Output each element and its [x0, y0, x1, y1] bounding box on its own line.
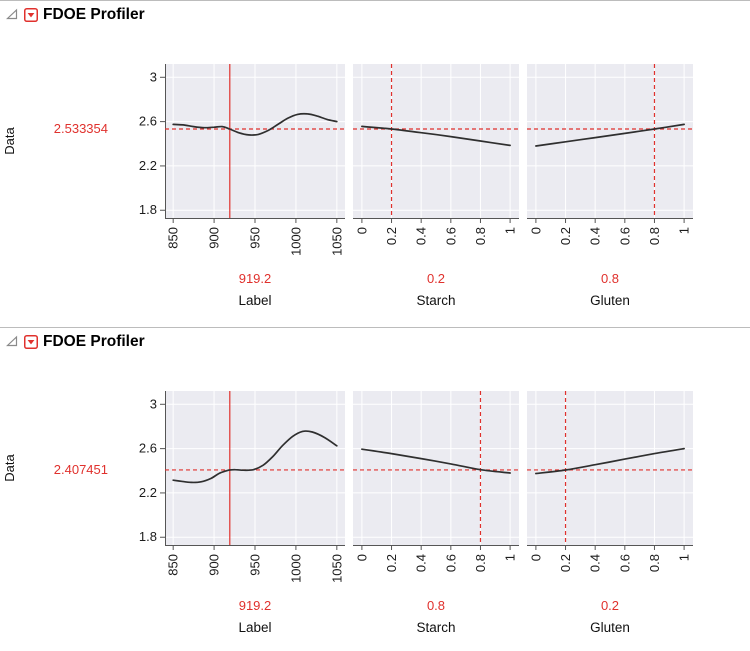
- profiler-chart-area: 1.8 2.2 2.6 3 Data 2.407451 850 900 950 1000 1050 9…: [0, 355, 750, 651]
- factor-current-value: 0.8: [427, 598, 445, 613]
- x-tick-label: 0.4: [414, 554, 429, 572]
- profile-curve: [361, 125, 511, 147]
- x-tick-label: 900: [207, 554, 222, 576]
- x-tick-label: 1: [677, 554, 692, 561]
- y-axis-title: Data: [2, 454, 17, 482]
- x-tick-label: 0.6: [617, 554, 632, 572]
- y-tick-label: 2.6: [139, 441, 157, 456]
- red-triangle-menu-icon[interactable]: [24, 334, 38, 349]
- x-tick-label: 0: [354, 554, 369, 561]
- x-tick-label: 1050: [329, 554, 344, 583]
- x-tick-label: 0.6: [617, 227, 632, 245]
- plot-area: [527, 64, 693, 218]
- x-tick-label: 0.2: [384, 227, 399, 245]
- factor-current-value: 919.2: [239, 598, 272, 613]
- predicted-value: 2.533354: [54, 121, 108, 136]
- x-tick-label: 1: [503, 554, 518, 561]
- x-tick-label: 0.8: [473, 227, 488, 245]
- x-tick-label: 1050: [329, 227, 344, 256]
- profile-curve: [535, 447, 685, 475]
- panel-header: FDOE Profiler: [0, 328, 750, 355]
- x-tick-label: 0.2: [558, 554, 573, 572]
- x-tick-label: 0: [354, 227, 369, 234]
- x-tick-label: 0.4: [588, 227, 603, 245]
- predicted-value: 2.407451: [54, 462, 108, 477]
- profile-curve: [172, 112, 338, 136]
- plot-area: [527, 391, 693, 545]
- factor-name: Starch: [416, 293, 455, 308]
- panel-header: FDOE Profiler: [0, 1, 750, 28]
- profiler-chart: 1.8 2.2 2.6 3 Data 2.533354 850 900 950 1000 1050 9…: [2, 64, 693, 308]
- x-tick-label: 0.8: [647, 554, 662, 572]
- x-tick-label: 0.2: [384, 554, 399, 572]
- x-tick-label: 0: [528, 554, 543, 561]
- panel-title: FDOE Profiler: [43, 332, 145, 350]
- y-tick-label: 2.2: [139, 158, 157, 173]
- plot-area: [353, 391, 519, 545]
- disclosure-triangle-icon[interactable]: [5, 335, 19, 349]
- factor-current-value: 0.2: [427, 271, 445, 286]
- x-tick-label: 1: [503, 227, 518, 234]
- y-tick-label: 3: [150, 396, 157, 411]
- factor-current-value: 0.8: [601, 271, 619, 286]
- factor-name: Label: [238, 620, 271, 635]
- profiler-panel-2: FDOE Profiler 1.8 2.2 2.6 3 Data 2.407451 850 9…: [0, 327, 750, 651]
- x-tick-label: 0.8: [647, 227, 662, 245]
- profile-curve: [535, 123, 685, 147]
- x-tick-label: 0.4: [588, 554, 603, 572]
- x-tick-label: 0.6: [443, 227, 458, 245]
- y-tick-label: 3: [150, 69, 157, 84]
- y-tick-label: 1.8: [139, 202, 157, 217]
- y-tick-label: 2.2: [139, 485, 157, 500]
- red-triangle-menu-icon[interactable]: [24, 7, 38, 22]
- factor-name: Gluten: [590, 620, 630, 635]
- x-tick-label: 0.4: [414, 227, 429, 245]
- factor-current-value: 919.2: [239, 271, 272, 286]
- x-tick-label: 1000: [288, 554, 303, 583]
- x-tick-label: 850: [166, 554, 181, 576]
- profile-curve: [172, 430, 338, 484]
- x-tick-label: 950: [248, 227, 263, 249]
- plot-area: [353, 64, 519, 218]
- profiler-chart: 1.8 2.2 2.6 3 Data 2.407451 850 900 950 1000 1050 9…: [2, 391, 693, 635]
- y-tick-label: 2.6: [139, 114, 157, 129]
- x-tick-label: 0.8: [473, 554, 488, 572]
- x-tick-label: 0.2: [558, 227, 573, 245]
- profiler-panel-1: FDOE Profiler 1.8 2.2 2.6 3 Data 2.533354 850 9…: [0, 0, 750, 324]
- y-axis-title: Data: [2, 127, 17, 155]
- x-tick-label: 950: [248, 554, 263, 576]
- factor-name: Starch: [416, 620, 455, 635]
- x-tick-label: 850: [166, 227, 181, 249]
- x-tick-label: 1: [677, 227, 692, 234]
- x-tick-label: 0.6: [443, 554, 458, 572]
- profiler-chart-area: 1.8 2.2 2.6 3 Data 2.533354 850 900 950 1000 1050 9…: [0, 28, 750, 324]
- x-tick-label: 1000: [288, 227, 303, 256]
- panel-title: FDOE Profiler: [43, 5, 145, 23]
- x-tick-label: 0: [528, 227, 543, 234]
- disclosure-triangle-icon[interactable]: [5, 8, 19, 22]
- y-tick-label: 1.8: [139, 529, 157, 544]
- x-tick-label: 900: [207, 227, 222, 249]
- factor-current-value: 0.2: [601, 598, 619, 613]
- factor-name: Label: [238, 293, 271, 308]
- factor-name: Gluten: [590, 293, 630, 308]
- profile-curve: [361, 448, 511, 474]
